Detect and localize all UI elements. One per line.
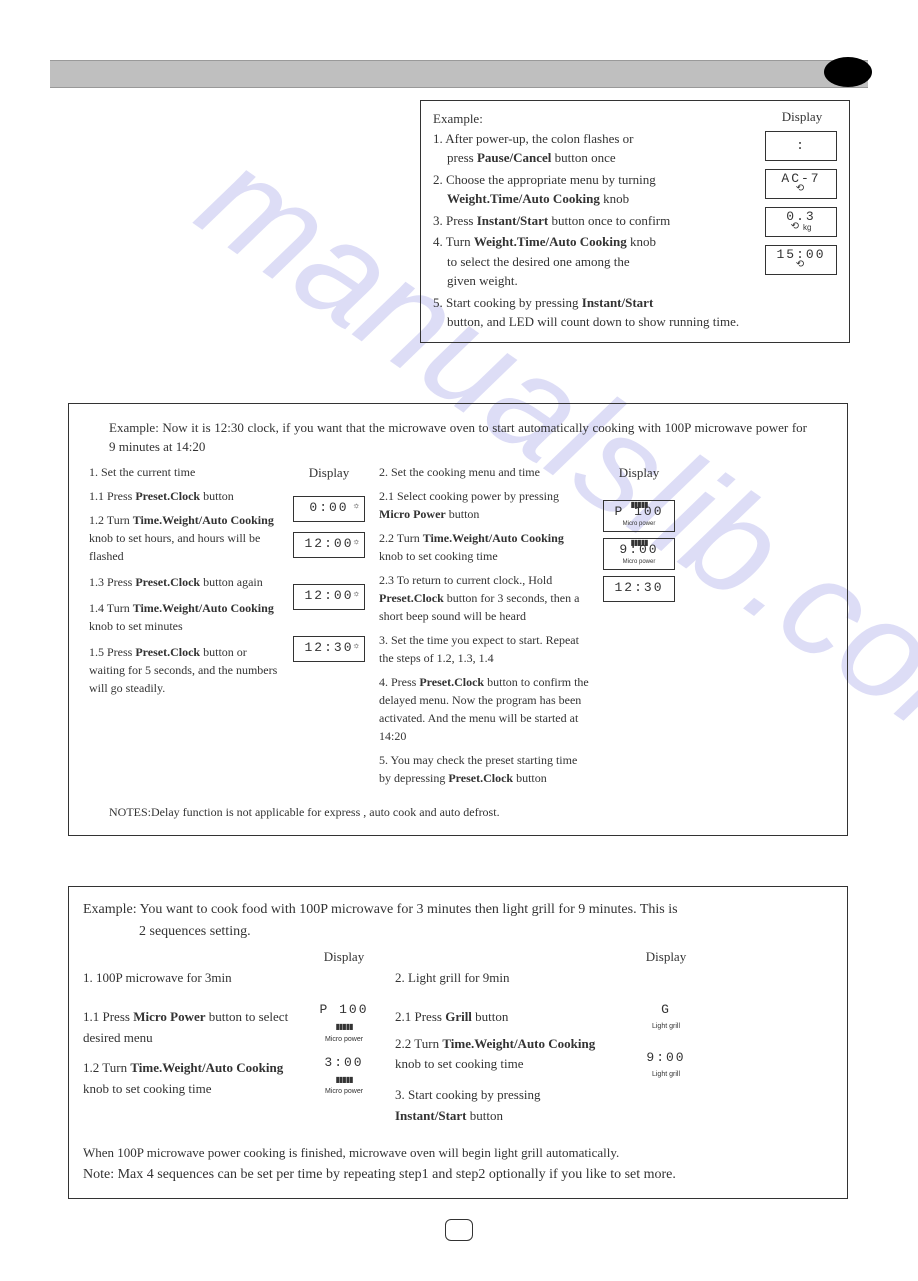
box3-left-display-column: Display P 100 ▮▮▮▮▮ Micro power 3:00 ▮▮▮…	[299, 947, 389, 1133]
clock-icon: ☼	[354, 638, 361, 654]
box3-footer2: Note: Max 4 sequences can be set per tim…	[83, 1164, 833, 1186]
step: 2.2 Turn Time.Weight/Auto Cooking knob t…	[395, 1034, 615, 1076]
step: 4. Turn Weight.Time/Auto Cooking knobto …	[433, 232, 753, 291]
step: 2.3 To return to current clock., Hold Pr…	[379, 571, 589, 625]
step: 3. Start cooking by pressing Instant/Sta…	[395, 1085, 615, 1127]
example-box-3: Example: You want to cook food with 100P…	[68, 886, 848, 1200]
page-badge	[824, 57, 872, 87]
box2-right-column: 2. Set the cooking menu and time 2.1 Sel…	[379, 463, 589, 793]
box3-right-column: 2. Light grill for 9min 2.1 Press Grill …	[395, 947, 615, 1133]
display-value: P 100 ▮▮▮▮▮ Micro power	[299, 1000, 389, 1045]
step: 2. Choose the appropriate menu by turnin…	[433, 170, 753, 209]
display-label: Display	[299, 947, 389, 968]
display-value: 3:00 ▮▮▮▮▮ Micro power	[299, 1053, 389, 1098]
box2-left-display-column: Display 0:00☼ 12:00☼ 12:00☼ 12:30☼	[289, 463, 369, 793]
step: 1. Set the current time	[89, 463, 279, 481]
display-value: 15:00⟲	[765, 245, 837, 275]
box3-left-column: 1. 100P microwave for 3min 1.1 Press Mic…	[83, 947, 293, 1133]
step: 3. Set the time you expect to start. Rep…	[379, 631, 589, 667]
display-value: 12:00☼	[293, 584, 365, 610]
display-value: 9:00 Light grill	[621, 1048, 711, 1080]
box2-notes: NOTES:Delay function is not applicable f…	[89, 803, 827, 821]
header-bar	[50, 60, 868, 88]
step: 3. Press Instant/Start button once to co…	[433, 211, 753, 231]
step: 1.4 Turn Time.Weight/Auto Cooking knob t…	[89, 599, 279, 635]
box2-right-display-column: Display P 100 ▮▮▮▮▮Micro power 9:00 ▮▮▮▮…	[599, 463, 679, 793]
display-label: Display	[621, 947, 711, 968]
clock-icon: ☼	[354, 586, 361, 602]
box3-right-display-column: Display G Light grill 9:00 Light grill	[621, 947, 711, 1133]
box3-intro: Example: You want to cook food with 100P…	[83, 899, 833, 944]
page: manualslib.com Example: Display : AC-7⟲ …	[0, 0, 918, 1281]
example-box-2: Example: Now it is 12:30 clock, if you w…	[68, 403, 848, 836]
step: 1.1 Press Preset.Clock button	[89, 487, 279, 505]
box1-steps: 1. After power-up, the colon flashes orp…	[433, 129, 753, 332]
box1-display-column: Display : AC-7⟲ 0.3 ⟲kg 15:00⟲	[765, 107, 839, 283]
box2-intro: Example: Now it is 12:30 clock, if you w…	[89, 418, 827, 463]
display-value: AC-7⟲	[765, 169, 837, 199]
display-value: 12:30☼	[293, 636, 365, 662]
display-label	[83, 947, 293, 968]
step: 2.1 Select cooking power by pressing Mic…	[379, 487, 589, 523]
step: 1. After power-up, the colon flashes orp…	[433, 129, 753, 168]
display-value: 12:00☼	[293, 532, 365, 558]
example-box-1: Example: Display : AC-7⟲ 0.3 ⟲kg 15:00⟲ …	[420, 100, 850, 343]
step: 1.2 Turn Time.Weight/Auto Cooking knob t…	[83, 1058, 293, 1100]
step: 5. You may check the preset starting tim…	[379, 751, 589, 787]
step: 1.5 Press Preset.Clock button or waiting…	[89, 643, 279, 697]
display-value: :	[765, 131, 837, 161]
display-label: Display	[765, 107, 839, 127]
step: 4. Press Preset.Clock button to confirm …	[379, 673, 589, 745]
page-number-box	[445, 1219, 473, 1241]
box3-footer1: When 100P microwave power cooking is fin…	[83, 1143, 833, 1164]
step: 2. Set the cooking menu and time	[379, 463, 589, 481]
step: 2.1 Press Grill button	[395, 1007, 615, 1028]
display-label: Display	[289, 463, 369, 483]
step: 5. Start cooking by pressing Instant/Sta…	[433, 293, 753, 332]
step-heading: 1. 100P microwave for 3min	[83, 968, 293, 989]
display-value: 9:00 ▮▮▮▮▮Micro power	[603, 538, 675, 570]
knob-icon: ⟲	[796, 185, 806, 195]
knob-icon: ⟲	[796, 261, 806, 271]
clock-icon: ☼	[354, 534, 361, 550]
display-value: G Light grill	[621, 1000, 711, 1032]
step-heading: 2. Light grill for 9min	[395, 968, 615, 989]
step: 2.2 Turn Time.Weight/Auto Cooking knob t…	[379, 529, 589, 565]
step: 1.3 Press Preset.Clock button again	[89, 573, 279, 591]
display-value: 0:00☼	[293, 496, 365, 522]
box2-left-column: 1. Set the current time 1.1 Press Preset…	[89, 463, 279, 793]
display-label: Display	[599, 463, 679, 483]
display-value: 0.3 ⟲kg	[765, 207, 837, 237]
step: 1.1 Press Micro Power button to select d…	[83, 1007, 293, 1049]
knob-icon: ⟲	[791, 223, 801, 233]
clock-icon: ☼	[354, 498, 361, 514]
display-value: 12:30	[603, 576, 675, 602]
display-value: P 100 ▮▮▮▮▮Micro power	[603, 500, 675, 532]
step: 1.2 Turn Time.Weight/Auto Cooking knob t…	[89, 511, 279, 565]
